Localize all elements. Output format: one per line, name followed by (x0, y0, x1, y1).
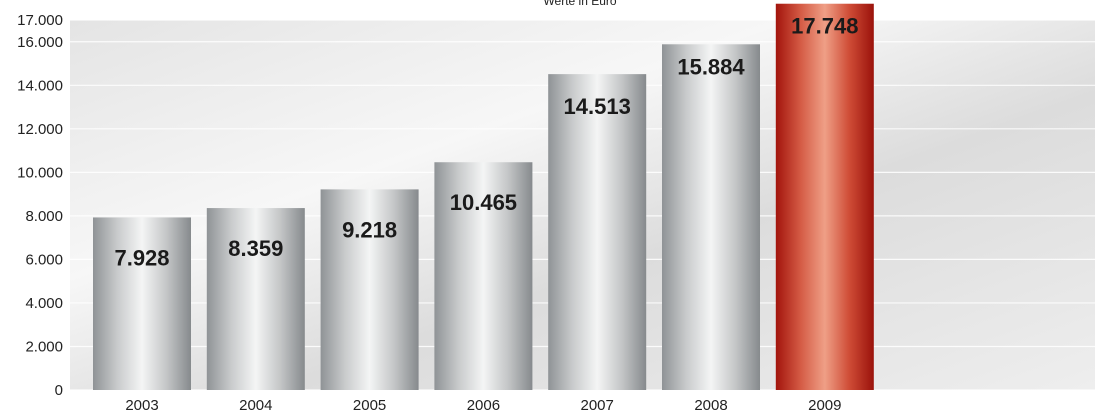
value-label: 7.928 (114, 245, 169, 270)
x-tick-label: 2004 (239, 397, 272, 414)
bar-2005 (320, 189, 419, 390)
value-label: 8.359 (228, 236, 283, 261)
value-labels: 7.928 8.359 9.218 10.465 14.513 15.884 17.748 (114, 14, 858, 271)
y-tick-label: 10.000 (17, 164, 63, 181)
x-tick-label: 2006 (467, 397, 500, 414)
y-tick-label: 2.000 (25, 338, 63, 355)
x-tick-label: 2007 (581, 397, 614, 414)
bar-2003 (93, 217, 191, 390)
x-axis-ticks: 2003 2004 2005 2006 2007 2008 2009 (125, 397, 841, 414)
bar-2009 (775, 3, 874, 390)
y-tick-label: 14.000 (17, 77, 63, 94)
value-label: 17.748 (791, 14, 858, 39)
y-tick-label: 4.000 (25, 295, 63, 312)
y-tick-label: 12.000 (17, 121, 63, 138)
value-label: 15.884 (677, 54, 745, 79)
value-label: 9.218 (342, 217, 397, 242)
bar-2004 (206, 208, 305, 390)
value-label: 10.465 (450, 190, 517, 215)
y-tick-label: 8.000 (25, 208, 63, 225)
y-tick-label: 16.000 (17, 34, 63, 51)
x-tick-label: 2005 (353, 397, 386, 414)
y-axis-ticks: 0 2.000 4.000 6.000 8.000 10.000 12.000 14.000 1… (17, 12, 63, 399)
y-tick-label: 17.000 (17, 12, 63, 29)
bar-2008 (662, 44, 760, 390)
bars (93, 3, 874, 391)
bar-2007 (548, 74, 647, 391)
x-tick-label: 2008 (694, 397, 727, 414)
bar-2006 (434, 162, 533, 390)
x-tick-label: 2003 (125, 397, 158, 414)
x-tick-label: 2009 (808, 397, 841, 414)
chart-subtitle: Werte in Euro (543, 0, 616, 8)
y-tick-label: 6.000 (25, 251, 63, 268)
value-label: 14.513 (564, 94, 631, 119)
y-tick-label: 0 (55, 382, 63, 399)
